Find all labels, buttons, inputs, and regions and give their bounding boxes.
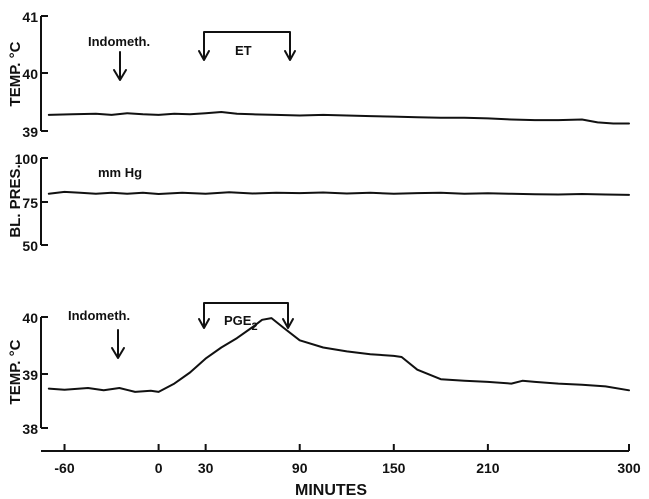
bp-series-line (47, 190, 630, 196)
x-tick-label: 300 (617, 460, 641, 476)
bottom-temp-y-label-40: 40 (22, 310, 38, 326)
bp-unit-label: mm Hg (98, 165, 142, 180)
panel-top-temperature: 41 40 39 TEMP. °C Indometh. ET (7, 9, 630, 140)
x-tick-label: 30 (198, 460, 214, 476)
bottom-temp-y-label-39: 39 (22, 367, 38, 383)
bottom-pge-label: PGE2 (224, 313, 258, 333)
x-axis-ticks: -60 0 30 90 150 210 300 (54, 444, 641, 476)
x-tick-label: 0 (155, 460, 163, 476)
top-indometh-arrow (113, 51, 127, 81)
bottom-indometh-arrow (111, 329, 125, 359)
top-temp-axis-title: TEMP. °C (7, 41, 24, 106)
top-temp-y-label-41: 41 (22, 9, 38, 25)
bp-y-label-100: 100 (15, 151, 39, 167)
top-temp-y-label-39: 39 (22, 124, 38, 140)
bottom-pge2-bracket (198, 302, 294, 329)
top-temp-series-line (47, 111, 630, 125)
top-temp-y-label-40: 40 (22, 66, 38, 82)
x-tick-label: -60 (54, 460, 74, 476)
x-tick-label: 150 (382, 460, 406, 476)
x-tick-label: 210 (476, 460, 500, 476)
bp-axis-title: BL. PRES. (7, 164, 24, 237)
panel-bottom-temperature: 40 39 38 TEMP. °C Indometh. PGE2 -60 0 30 9… (7, 302, 641, 499)
bottom-temp-axis-title: TEMP. °C (7, 339, 24, 404)
top-indometh-label: Indometh. (88, 34, 150, 49)
panel-blood-pressure: 100 75 50 BL. PRES. mm Hg (7, 151, 630, 254)
x-tick-label: 90 (292, 460, 308, 476)
top-et-bracket (198, 31, 296, 61)
bp-y-label-75: 75 (22, 195, 38, 211)
bp-y-label-50: 50 (22, 238, 38, 254)
x-axis-title: MINUTES (295, 482, 367, 499)
bottom-indometh-label: Indometh. (68, 308, 130, 323)
bottom-temp-y-label-38: 38 (22, 421, 38, 437)
top-et-label: ET (235, 43, 252, 58)
bottom-temp-series-line (47, 317, 630, 393)
